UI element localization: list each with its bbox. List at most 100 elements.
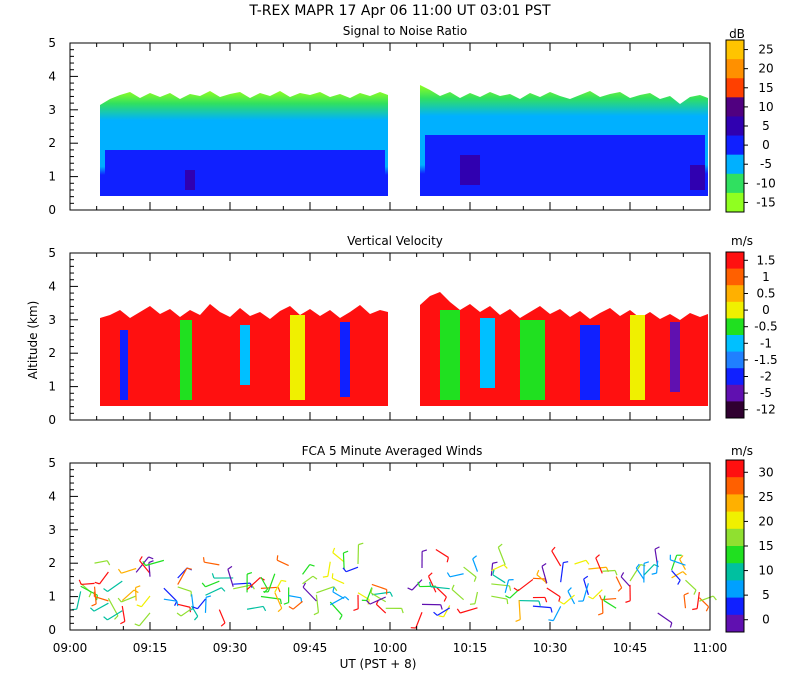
wind-barb-flag [505,595,511,599]
y-tick-label: 2 [48,556,56,570]
wind-barbs [71,542,717,629]
wind-barb [371,583,387,591]
wind-barb [463,566,477,578]
wind-barb [191,605,199,617]
wind-barb-flag [683,592,689,596]
wind-barb [177,567,188,585]
wind-barb-flag [705,606,710,612]
wind-barb-flag [148,560,154,564]
wind-barb-flag [174,600,178,606]
wind-barb-flag [88,592,92,598]
wind-barb [369,596,386,605]
figure-title: T-REX MAPR 17 Apr 06 11:00 UT 03:01 PST [248,3,551,19]
wind-barb [76,591,82,610]
wind-barb-flag [136,604,142,608]
colorbar-swatch [726,173,744,194]
wind-barb-flag [421,549,428,552]
wind-barb [327,561,331,577]
velocity-green-band [520,320,545,400]
wind-barb [427,575,437,593]
wind-barb [518,600,521,620]
wind-barb [491,564,505,572]
wind-barb-flag [599,594,603,600]
colorbar-tick-label: 0 [762,303,770,317]
wind-barb-flag [283,602,289,605]
wind-barb [107,610,123,621]
wind-barb [205,580,220,588]
wind-barb-flag [651,572,657,575]
wind-barb-flag [428,572,433,577]
wind-barb [435,549,449,558]
wind-barb [491,595,508,600]
wind-barb-flag [135,585,141,589]
wind-barb [233,584,253,590]
colorbar-swatch [726,384,744,402]
wind-barb-flag [429,581,432,587]
wind-barb [546,587,561,598]
wind-barb-flag [588,595,594,600]
wind-barb [683,594,687,609]
colorbar-tick-label: 5 [762,588,770,602]
wind-barb-flag [472,555,477,560]
wind-barb [139,560,151,574]
wind-barb-flag [614,570,618,576]
y-tick-label: 2 [48,346,56,360]
wind-barb [430,586,450,590]
wind-barb-flag [401,608,404,614]
wind-barb [302,575,314,585]
wind-barb [121,567,137,574]
wind-barb [696,591,700,609]
wind-barb-flag [313,612,319,616]
colorbar-swatch [726,192,744,213]
wind-barb-flag [246,572,253,575]
colorbar-tick-label: 0.5 [756,287,775,301]
wind-barb-flag [536,569,540,575]
wind-barb-flag [332,586,335,592]
wind-barb [437,607,451,616]
wind-barb-flag [563,561,569,564]
colorbar-swatch [726,563,744,581]
wind-barb [180,608,192,617]
wind-barb [490,563,494,576]
panel-snr: Signal to Noise Ratio dB 0 1 2 3 4 5 25 20 15 10… [48,24,775,217]
wind-barb-flag [617,587,623,592]
colorbar-swatch [726,546,744,564]
colorbar-tick-label: 15 [758,81,773,95]
colorbar-swatch [726,59,744,79]
wind-barb [411,579,423,591]
x-tick-label: 10:00 [373,641,408,655]
wind-barb-flag [469,603,475,605]
wind-barb [602,569,616,572]
wind-barb-flag [288,605,294,610]
wind-barb-flag [148,556,154,560]
wind-barb-flag [443,596,447,602]
colorbar-swatch [726,318,744,336]
wind-barb [204,561,220,566]
wind-barb-flag [492,569,495,575]
wind-barb [532,605,551,609]
wind-barb-flag [106,560,111,566]
wind-barb-flag [682,571,687,576]
colorbar-swatch [726,78,744,98]
wind-barb-flag [262,606,267,612]
wind-barb [474,591,479,604]
wind-barb [145,559,165,567]
wind-barb [107,598,119,617]
wind-barb-flag [117,568,122,574]
wind-barb [603,599,617,609]
y-tick-label: 0 [48,203,56,217]
colorbar-tick-label: 20 [758,62,773,76]
wind-barb [288,595,302,599]
wind-barb-flag [492,561,498,564]
colorbar-tick-label: 5 [762,119,770,133]
wind-barb-flag [541,563,547,567]
y-tick-label: 5 [48,246,56,260]
y-tick-label: 2 [48,136,56,150]
wind-barb-flag [456,608,461,614]
wind-barb [177,586,192,593]
wind-barb-flag [339,615,343,620]
colorbar-tick-label: -12 [756,403,776,417]
wind-barb-flag [446,557,449,563]
wind-barb [643,564,655,576]
colorbar-tick-label: 10 [758,100,773,114]
